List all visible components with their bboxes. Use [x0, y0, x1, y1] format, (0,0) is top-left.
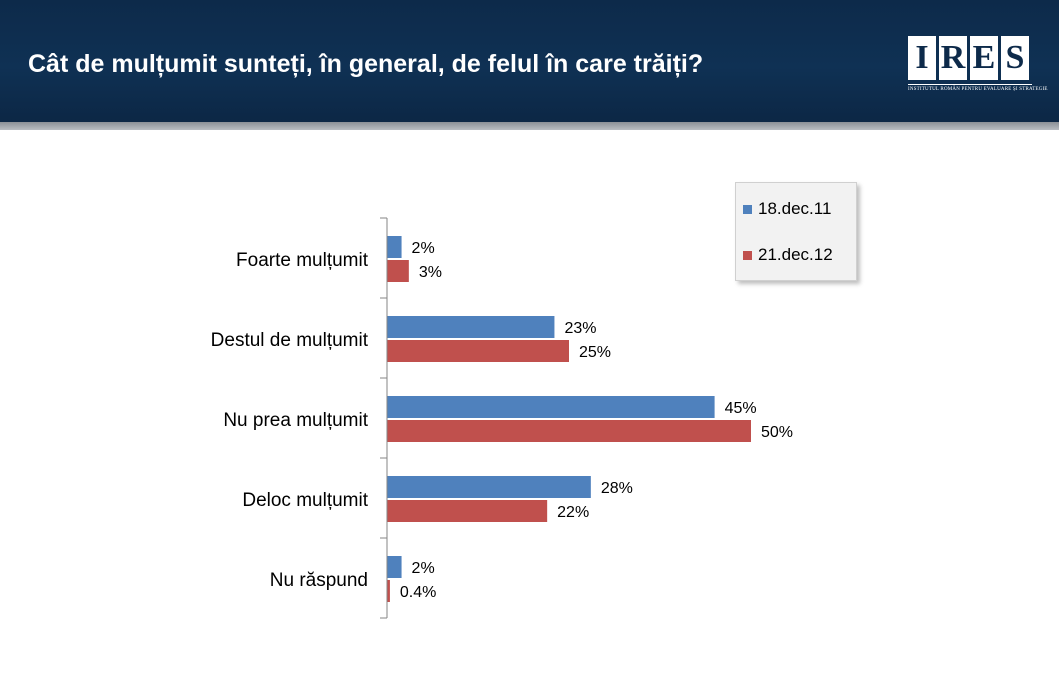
- bar-series-2-cat-3: [387, 420, 751, 442]
- header-bar: Cât de mulțumit sunteți, în general, de …: [0, 0, 1059, 122]
- bar-series-2-cat-4: [387, 500, 548, 522]
- legend-label-series-1: 18.dec.11: [758, 199, 832, 218]
- header-divider-band: [0, 122, 1059, 130]
- category-label-3: Nu prea mulțumit: [223, 410, 368, 431]
- data-label-series-2-cat-4: 22%: [557, 504, 589, 521]
- category-label-1: Foarte mulțumit: [236, 250, 369, 271]
- data-label-series-2-cat-2: 25%: [579, 344, 611, 361]
- bar-series-1-cat-2: [387, 316, 555, 338]
- logo-rule: [908, 84, 1032, 85]
- legend-swatch-series-1: [743, 204, 752, 214]
- bar-series-1-cat-1: [387, 236, 402, 258]
- bar-series-2-cat-5: [387, 580, 390, 602]
- data-label-series-1-cat-3: 45%: [725, 400, 757, 417]
- bar-series-1-cat-3: [387, 396, 715, 418]
- bar-series-2-cat-2: [387, 340, 569, 362]
- chart-legend: 18.dec.11 21.dec.12: [735, 182, 857, 281]
- legend-label-series-2: 21.dec.12: [758, 245, 833, 264]
- data-label-series-2-cat-5: 0.4%: [400, 584, 436, 601]
- data-label-series-2-cat-1: 3%: [419, 264, 442, 281]
- logo-subtitle: INSTITUTUL ROMÂN PENTRU EVALUARE ȘI STRA…: [908, 87, 1048, 92]
- logo-letter-s: S: [1001, 36, 1029, 80]
- logo-letters: I R E S: [908, 36, 1032, 80]
- data-label-series-1-cat-2: 23%: [564, 320, 596, 337]
- legend-item-series-2: 21.dec.12: [743, 245, 833, 265]
- data-label-series-1-cat-5: 2%: [412, 560, 435, 577]
- legend-item-series-1: 18.dec.11: [743, 199, 831, 219]
- category-label-5: Nu răspund: [270, 570, 368, 591]
- logo-letter-i: I: [908, 36, 936, 80]
- bar-series-1-cat-4: [387, 476, 591, 498]
- data-label-series-1-cat-1: 2%: [412, 240, 435, 257]
- legend-swatch-series-2: [743, 250, 752, 260]
- data-label-series-2-cat-3: 50%: [761, 424, 793, 441]
- page-title: Cât de mulțumit sunteți, în general, de …: [28, 50, 704, 78]
- bar-series-1-cat-5: [387, 556, 402, 578]
- category-label-4: Deloc mulțumit: [242, 490, 368, 511]
- data-label-series-1-cat-4: 28%: [601, 480, 633, 497]
- logo-letter-e: E: [970, 36, 998, 80]
- ires-logo: I R E S INSTITUTUL ROMÂN PENTRU EVALUARE…: [908, 36, 1048, 100]
- logo-letter-r: R: [939, 36, 967, 80]
- bar-series-2-cat-1: [387, 260, 409, 282]
- category-label-2: Destul de mulțumit: [211, 330, 369, 351]
